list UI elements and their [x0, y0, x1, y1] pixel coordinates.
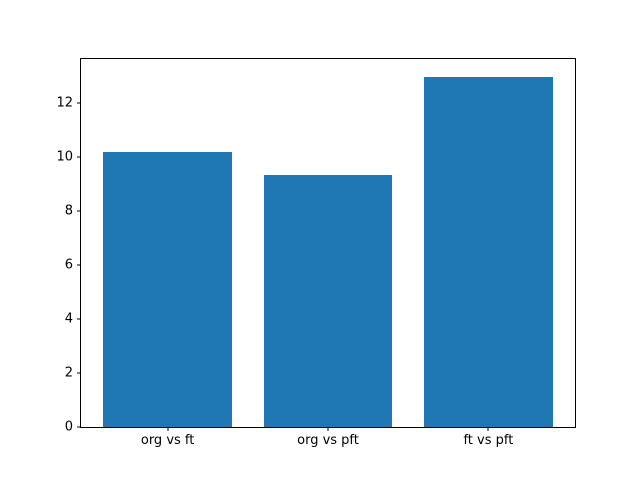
y-tick-mark: [77, 156, 81, 158]
y-tick-label: 2: [64, 365, 73, 381]
x-tick-label: org vs ft: [140, 433, 195, 448]
y-tick-mark: [77, 372, 81, 374]
y-tick-mark: [77, 210, 81, 212]
x-tick-mark: [167, 427, 169, 431]
x-tick-mark: [327, 427, 329, 431]
y-tick-label: 0: [64, 419, 73, 435]
y-tick-label: 8: [64, 203, 73, 219]
y-tick-label: 4: [64, 311, 73, 327]
y-tick-label: 12: [56, 95, 73, 111]
bar-ft-vs-pft: [424, 76, 553, 427]
bar-org-vs-pft: [263, 175, 393, 427]
bar-org-vs-ft: [103, 152, 232, 427]
y-tick-mark: [77, 318, 81, 320]
y-tick-mark: [77, 264, 81, 266]
y-tick-label: 10: [56, 149, 73, 165]
x-tick-label: org vs pft: [297, 433, 359, 448]
y-tick-mark: [77, 102, 81, 104]
y-tick-label: 6: [64, 257, 73, 273]
y-tick-mark: [77, 426, 81, 428]
x-tick-mark: [487, 427, 489, 431]
x-tick-label: ft vs pft: [463, 433, 514, 448]
plot-area: 0 2 4 6 8 10 12 org vs ft org vs pft ft vs pft: [56, 58, 576, 447]
